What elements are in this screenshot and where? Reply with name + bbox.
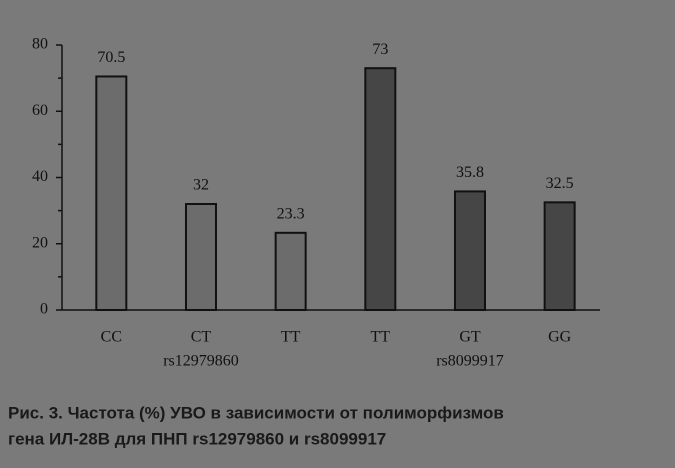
y-tick-label: 40 bbox=[32, 168, 48, 185]
value-label: 73 bbox=[372, 41, 388, 58]
caption-line: Рис. 3. Частота (%) УВО в зависимости от… bbox=[8, 403, 504, 422]
group-label: rs12979860 bbox=[163, 353, 239, 370]
y-tick-label: 60 bbox=[32, 102, 48, 119]
bar bbox=[184, 203, 217, 311]
value-label: 70.5 bbox=[97, 49, 125, 66]
x-tick-label: GG bbox=[548, 329, 572, 346]
y-tick-label: 80 bbox=[32, 36, 48, 53]
group-label: rs8099917 bbox=[436, 353, 504, 370]
x-tick-label: CT bbox=[191, 329, 212, 346]
value-label: 35.8 bbox=[456, 164, 484, 181]
bar bbox=[364, 67, 397, 311]
bar bbox=[543, 201, 576, 311]
y-tick-label: 0 bbox=[40, 301, 48, 318]
y-tick-label: 20 bbox=[32, 234, 48, 251]
value-label: 32 bbox=[193, 177, 209, 194]
caption-line: гена ИЛ-28В для ПНП rs12979860 и rs80999… bbox=[8, 429, 386, 448]
value-label: 32.5 bbox=[546, 175, 574, 192]
x-tick-label: TT bbox=[371, 329, 391, 346]
x-tick-label: CC bbox=[101, 329, 122, 346]
bar bbox=[95, 75, 128, 311]
bar bbox=[274, 231, 307, 312]
x-tick-label: TT bbox=[281, 329, 301, 346]
x-tick-label: GT bbox=[459, 329, 481, 346]
value-label: 23.3 bbox=[277, 205, 305, 222]
bar bbox=[453, 190, 486, 312]
